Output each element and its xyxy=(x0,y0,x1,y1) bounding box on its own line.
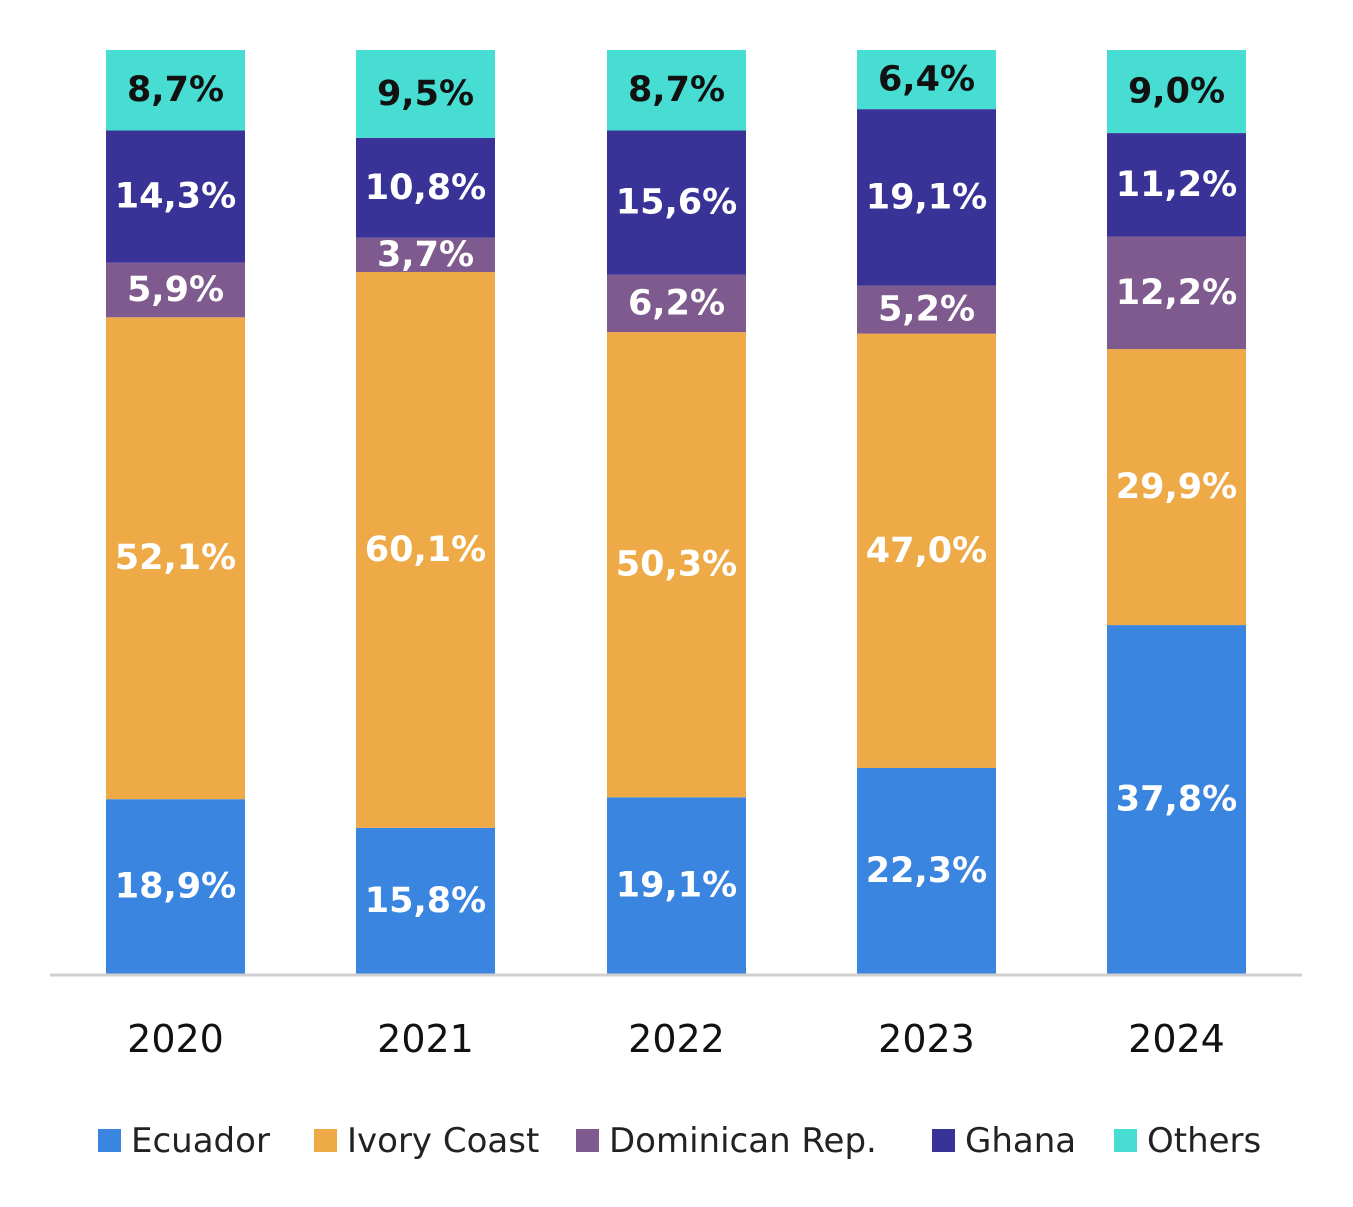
data-label: 19,1% xyxy=(616,866,737,906)
data-label: 37,8% xyxy=(1116,780,1237,820)
data-label: 52,1% xyxy=(115,538,236,578)
bar-stack-2021: 15,8% 60,1% 3,7% 10,8% 9,5% xyxy=(356,50,495,974)
data-label: 8,7% xyxy=(127,70,224,110)
bar-segment-ghana-2024 xyxy=(1107,133,1246,237)
data-label: 6,4% xyxy=(878,60,975,100)
bar-stack-2023: 22,3% 47,0% 5,2% 19,1% 6,4% xyxy=(857,50,996,974)
legend-label: Ivory Coast xyxy=(347,1121,539,1161)
bar-segment-ecuador-2023 xyxy=(857,767,996,974)
data-label: 47,0% xyxy=(866,531,987,571)
legend-label: Dominican Rep. xyxy=(609,1121,877,1161)
bar-segment-ecuador-2020 xyxy=(106,799,245,974)
data-label: 18,9% xyxy=(115,867,236,907)
bar-segment-ivory-coast-2024 xyxy=(1107,349,1246,626)
data-label: 5,2% xyxy=(878,290,975,330)
bar-segment-ghana-2020 xyxy=(106,130,245,263)
bar-segment-dominican-rep-2021 xyxy=(356,237,495,272)
data-label: 50,3% xyxy=(616,545,737,585)
bar-segment-ecuador-2024 xyxy=(1107,625,1246,974)
bar-stack-2022: 19,1% 50,3% 6,2% 15,6% 8,7% xyxy=(607,50,746,974)
legend-swatch xyxy=(314,1129,337,1152)
bar-segment-ivory-coast-2021 xyxy=(356,271,495,828)
data-label: 5,9% xyxy=(127,270,224,310)
legend-swatch xyxy=(1114,1129,1137,1152)
data-label: 9,5% xyxy=(377,74,474,114)
bar-segment-ecuador-2021 xyxy=(356,827,495,974)
bar-segment-others-2020 xyxy=(106,50,245,131)
data-label: 12,2% xyxy=(1116,273,1237,313)
bar-stack-2024: 37,8% 29,9% 12,2% 11,2% 9,0% xyxy=(1107,50,1246,974)
bar-segment-others-2024 xyxy=(1107,50,1246,134)
data-label: 3,7% xyxy=(377,235,474,275)
x-tick-label: 2022 xyxy=(628,1017,725,1061)
bar-segment-others-2023 xyxy=(857,50,996,110)
bar-segment-others-2022 xyxy=(607,50,746,131)
data-label: 8,7% xyxy=(628,70,725,110)
legend-item-dominican-rep: Dominican Rep. xyxy=(576,1121,877,1161)
bar-segment-ivory-coast-2023 xyxy=(857,333,996,768)
x-tick-label: 2020 xyxy=(127,1017,224,1061)
data-label: 60,1% xyxy=(365,530,486,570)
bar-segment-dominican-rep-2022 xyxy=(607,274,746,333)
data-label: 22,3% xyxy=(866,851,987,891)
legend-item-ecuador: Ecuador xyxy=(98,1121,270,1161)
data-label: 10,8% xyxy=(365,168,486,208)
legend-label: Ghana xyxy=(965,1121,1076,1161)
bar-segment-ghana-2022 xyxy=(607,130,746,275)
x-tick-label: 2021 xyxy=(377,1017,474,1061)
x-tick-label: 2024 xyxy=(1128,1017,1225,1061)
bar-stack-2020: 18,9% 52,1% 5,9% 14,3% 8,7% xyxy=(106,50,245,974)
data-label: 9,0% xyxy=(1128,72,1225,112)
data-label: 15,8% xyxy=(365,881,486,921)
data-label: 15,6% xyxy=(616,183,737,223)
bar-segment-ghana-2021 xyxy=(356,137,495,238)
legend: Ecuador Ivory Coast Dominican Rep. Ghana Oth… xyxy=(98,1121,1261,1161)
data-label: 11,2% xyxy=(1116,165,1237,205)
legend-label: Others xyxy=(1147,1121,1261,1161)
legend-swatch xyxy=(576,1129,599,1152)
bar-segment-ecuador-2022 xyxy=(607,797,746,974)
legend-item-ghana: Ghana xyxy=(932,1121,1076,1161)
legend-item-others: Others xyxy=(1114,1121,1261,1161)
bar-segment-others-2021 xyxy=(356,50,495,138)
bar-segment-ghana-2023 xyxy=(857,109,996,286)
bar-segment-ivory-coast-2022 xyxy=(607,332,746,798)
legend-swatch xyxy=(98,1129,121,1152)
data-label: 29,9% xyxy=(1116,467,1237,507)
bar-segment-dominican-rep-2023 xyxy=(857,285,996,334)
legend-item-ivory-coast: Ivory Coast xyxy=(314,1121,539,1161)
bar-segment-ivory-coast-2020 xyxy=(106,317,245,800)
data-label: 14,3% xyxy=(115,177,236,217)
x-tick-label: 2023 xyxy=(878,1017,975,1061)
legend-swatch xyxy=(932,1129,955,1152)
bar-segment-dominican-rep-2020 xyxy=(106,262,245,318)
data-label: 19,1% xyxy=(866,177,987,217)
bar-segment-dominican-rep-2024 xyxy=(1107,236,1246,350)
legend-label: Ecuador xyxy=(131,1121,270,1161)
data-label: 6,2% xyxy=(628,283,725,323)
